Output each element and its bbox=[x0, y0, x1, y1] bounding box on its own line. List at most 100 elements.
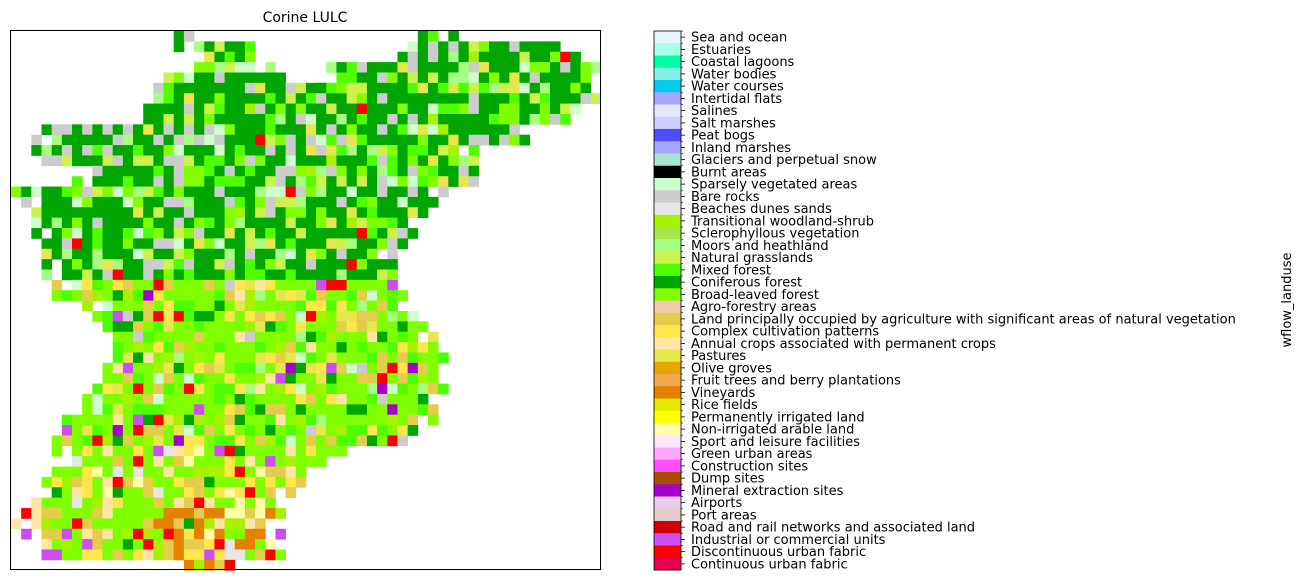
map-cell bbox=[204, 373, 215, 384]
map-cell bbox=[346, 72, 358, 84]
map-cell bbox=[194, 352, 205, 364]
map-cell bbox=[285, 113, 297, 125]
map-cell bbox=[102, 279, 114, 291]
map-cell bbox=[82, 497, 93, 509]
map-cell bbox=[336, 62, 348, 73]
map-cell bbox=[153, 310, 164, 322]
map-cell bbox=[366, 259, 378, 270]
map-cell bbox=[519, 72, 531, 84]
map-cell bbox=[438, 134, 449, 146]
map-cell bbox=[173, 549, 185, 561]
map-cell bbox=[255, 487, 266, 499]
map-cell bbox=[133, 279, 144, 291]
map-cell bbox=[92, 176, 103, 187]
map-cell bbox=[458, 176, 470, 187]
map-cell bbox=[112, 300, 124, 312]
map-cell bbox=[550, 62, 561, 73]
map-cell bbox=[265, 331, 276, 343]
map-cell bbox=[285, 103, 297, 115]
map-cell bbox=[336, 331, 348, 343]
map-cell bbox=[214, 155, 225, 167]
map-cell bbox=[255, 476, 266, 488]
map-cell bbox=[407, 196, 419, 208]
map-cell bbox=[214, 259, 225, 270]
map-cell bbox=[387, 352, 398, 364]
map-cell bbox=[305, 300, 317, 312]
colorbar-tick-label: Transitional woodland-shrub bbox=[690, 214, 874, 229]
map-cell bbox=[143, 404, 154, 416]
map-cell bbox=[295, 82, 307, 94]
map-cell bbox=[153, 228, 164, 239]
map-cell bbox=[356, 269, 368, 281]
map-cell bbox=[204, 145, 215, 156]
map-cell bbox=[255, 186, 266, 198]
map-cell bbox=[133, 393, 144, 405]
map-cell bbox=[244, 508, 256, 519]
map-cell bbox=[529, 51, 541, 63]
map-cell bbox=[224, 352, 236, 364]
map-cell bbox=[397, 310, 409, 322]
map-cell bbox=[92, 155, 103, 167]
map-cell bbox=[204, 549, 215, 561]
map-cell bbox=[377, 435, 388, 447]
map-cell bbox=[163, 321, 175, 333]
map-cell bbox=[255, 134, 266, 146]
map-cell bbox=[183, 103, 195, 115]
map-cell bbox=[234, 383, 246, 395]
map-cell bbox=[224, 41, 236, 53]
map-cell bbox=[305, 352, 317, 364]
map-cell bbox=[255, 393, 266, 405]
map-cell bbox=[214, 539, 225, 550]
map-cell bbox=[234, 331, 246, 343]
map-cell bbox=[468, 82, 480, 94]
map-cell bbox=[336, 310, 348, 322]
map-cell bbox=[255, 414, 266, 426]
map-cell bbox=[356, 393, 368, 405]
map-cell bbox=[326, 352, 337, 364]
colorbar-tick-label: Beaches dunes sands bbox=[691, 202, 832, 217]
map-cell bbox=[356, 124, 368, 136]
map-cell bbox=[153, 207, 164, 219]
map-cell bbox=[539, 93, 551, 104]
map-cell bbox=[255, 279, 266, 291]
map-cell bbox=[153, 124, 164, 136]
map-cell bbox=[173, 508, 185, 519]
map-cell bbox=[163, 466, 175, 478]
map-cell bbox=[346, 176, 358, 187]
map-cell bbox=[346, 248, 358, 260]
map-cell bbox=[499, 62, 510, 73]
map-cell bbox=[356, 72, 368, 84]
map-cell bbox=[133, 362, 144, 374]
map-cell bbox=[112, 435, 124, 447]
map-cell bbox=[163, 269, 175, 281]
map-cell bbox=[183, 321, 195, 333]
map-cell bbox=[397, 228, 409, 239]
map-cell bbox=[377, 176, 388, 187]
map-cell bbox=[194, 393, 205, 405]
colorbar-tick-label: Vineyards bbox=[691, 386, 755, 401]
map-cell bbox=[417, 41, 429, 53]
map-cell bbox=[183, 165, 195, 177]
map-cell bbox=[112, 279, 124, 291]
map-cell bbox=[550, 103, 561, 115]
colorbar-tick-label: Olive groves bbox=[691, 361, 772, 376]
map-cell bbox=[285, 487, 297, 499]
map-cell bbox=[255, 93, 266, 104]
map-cell bbox=[458, 82, 470, 94]
map-cell bbox=[214, 134, 225, 146]
map-cell bbox=[143, 331, 154, 343]
map-cell bbox=[550, 72, 561, 84]
map-cell bbox=[122, 217, 134, 229]
map-cell bbox=[183, 508, 195, 519]
map-cell bbox=[244, 207, 256, 219]
map-cell bbox=[326, 435, 337, 447]
map-cell bbox=[204, 93, 215, 104]
map-cell bbox=[183, 155, 195, 167]
map-cell bbox=[356, 300, 368, 312]
map-cell bbox=[275, 373, 286, 384]
map-cell bbox=[82, 196, 93, 208]
map-cell bbox=[153, 238, 164, 250]
map-cell bbox=[194, 82, 205, 94]
map-cell bbox=[102, 508, 114, 519]
map-cell bbox=[41, 518, 53, 530]
